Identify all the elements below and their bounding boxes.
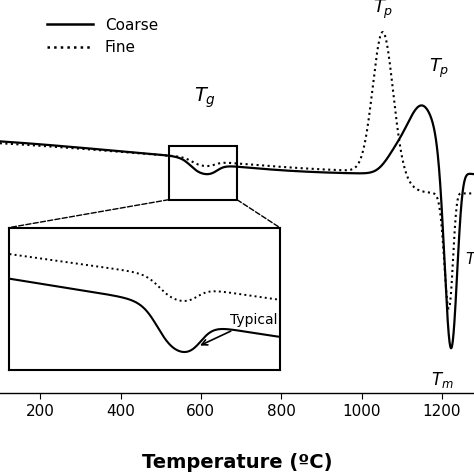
Bar <box>169 146 237 200</box>
Fine <box>191 160 197 165</box>
Legend: Coarse, Fine: Coarse, Fine <box>41 11 164 62</box>
Text: $T_m$: $T_m$ <box>430 371 453 391</box>
Line: Fine: Fine <box>0 32 474 309</box>
Coarse <box>448 346 454 351</box>
Text: Typical: Typical <box>201 313 278 345</box>
Fine <box>380 29 385 35</box>
Coarse <box>415 104 421 109</box>
Text: $T_r$: $T_r$ <box>465 250 474 269</box>
Fine <box>170 153 175 159</box>
Fine <box>64 145 70 151</box>
Coarse <box>170 154 175 159</box>
Coarse <box>64 144 70 149</box>
Coarse <box>470 171 474 177</box>
Coarse <box>191 166 197 172</box>
Line: Coarse: Coarse <box>0 105 474 348</box>
Coarse <box>419 102 424 108</box>
Fine <box>446 306 452 311</box>
Text: $T_g$: $T_g$ <box>194 86 216 110</box>
Text: Temperature (ºC): Temperature (ºC) <box>142 453 332 472</box>
Fine <box>470 191 474 196</box>
Fine <box>415 187 421 193</box>
Text: $T_p$: $T_p$ <box>373 0 393 21</box>
Text: $T_p$: $T_p$ <box>429 57 449 81</box>
Fine <box>34 143 40 148</box>
Coarse <box>34 141 40 147</box>
